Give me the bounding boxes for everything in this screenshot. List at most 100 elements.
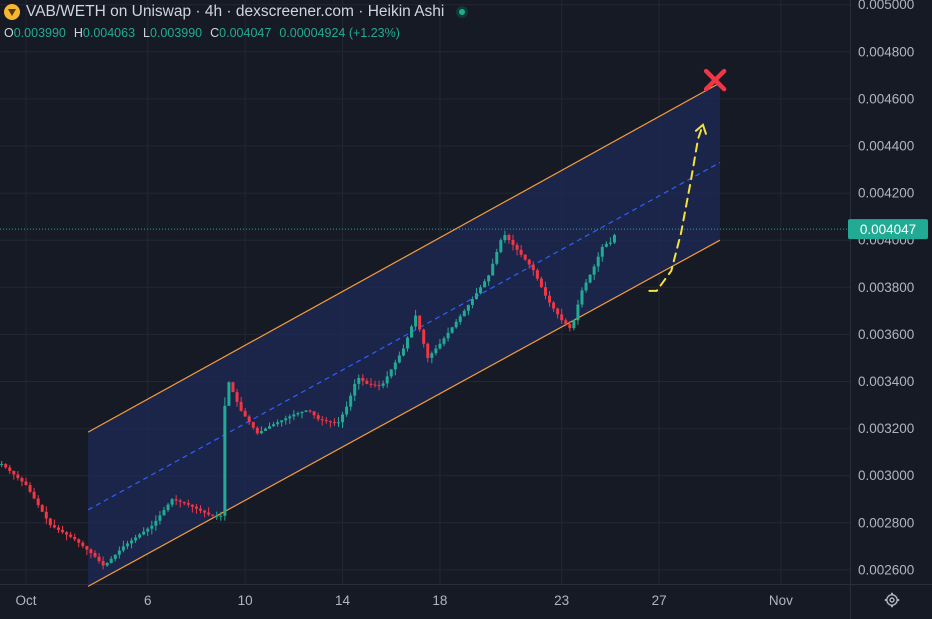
candle (259, 430, 263, 434)
candle (24, 481, 28, 486)
candle (251, 422, 255, 428)
candle (130, 540, 134, 544)
candle (97, 556, 101, 562)
candle (487, 275, 491, 282)
x-tick-label: Oct (15, 593, 36, 608)
candle (300, 411, 304, 414)
candle (523, 254, 527, 260)
candle (304, 410, 308, 412)
candle (414, 315, 418, 327)
gear-icon (884, 592, 900, 608)
y-tick-label: 0.003000 (858, 468, 914, 483)
candle (365, 380, 369, 384)
candle (495, 251, 499, 264)
candle (357, 377, 361, 384)
candle (535, 270, 539, 279)
candle (410, 326, 414, 338)
candle (491, 263, 495, 276)
symbol-title-row[interactable]: VAB/WETH on Uniswap · 4h · dexscreener.c… (4, 3, 469, 21)
candle (592, 266, 596, 275)
candle (235, 392, 239, 402)
candle (328, 421, 332, 423)
candle (499, 240, 503, 252)
candle (85, 546, 89, 550)
projection-arrowhead (694, 123, 707, 135)
y-tick-label: 0.003800 (858, 280, 914, 295)
candle (272, 424, 276, 427)
candle (442, 338, 446, 344)
candle (312, 411, 316, 416)
candle (4, 463, 8, 468)
candle (178, 500, 182, 502)
candle (65, 532, 69, 535)
last-price-label: 0.004047 (860, 222, 916, 237)
candle (564, 320, 568, 325)
open-value: 0.003990 (13, 26, 66, 40)
x-tick-label: 14 (335, 593, 351, 608)
candle (446, 332, 450, 339)
candle (572, 320, 576, 329)
candle (608, 242, 612, 244)
candle (458, 316, 462, 322)
x-tick-label: 6 (144, 593, 152, 608)
symbol-title: VAB/WETH on Uniswap · 4h · dexscreener.c… (26, 3, 445, 20)
candle (52, 525, 56, 528)
y-tick-label: 0.003400 (858, 374, 914, 389)
candle (361, 377, 365, 381)
candle (430, 353, 434, 358)
candle (426, 343, 430, 358)
candle (345, 406, 349, 415)
candle (341, 414, 345, 423)
candle (243, 410, 247, 417)
regression-channel-fill (88, 82, 720, 587)
candle (16, 474, 20, 479)
candle (450, 327, 454, 333)
candle (154, 520, 158, 526)
x-tick-label: 10 (238, 593, 253, 608)
candle (263, 428, 267, 431)
y-tick-label: 0.004800 (858, 44, 914, 59)
y-tick-label: 0.002800 (858, 515, 914, 530)
candle (539, 278, 543, 288)
candle (134, 537, 138, 541)
candle (12, 470, 16, 475)
candle (308, 410, 312, 412)
candle (247, 416, 251, 423)
y-tick-label: 0.003200 (858, 421, 914, 436)
candle (600, 246, 604, 257)
candle (150, 525, 154, 529)
candle (466, 304, 470, 311)
y-tick-label: 0.004600 (858, 91, 914, 106)
open-label: O (4, 26, 14, 40)
candle (174, 499, 178, 501)
candle (588, 274, 592, 283)
candle (93, 552, 97, 557)
candle (353, 383, 357, 396)
candle (462, 310, 466, 317)
candle (369, 383, 373, 385)
candle (73, 536, 77, 540)
candle (422, 329, 426, 344)
close-value: 0.004047 (219, 26, 272, 40)
chart-settings-button[interactable] (882, 590, 902, 610)
candle (186, 503, 190, 505)
candle (125, 543, 129, 547)
low-value: 0.003990 (150, 26, 203, 40)
candle (483, 281, 487, 288)
candle (580, 290, 584, 305)
candle (227, 382, 231, 406)
target-x-marker (703, 68, 727, 92)
candle (117, 550, 121, 555)
candle (324, 420, 328, 422)
candle (296, 413, 300, 415)
token-logo-icon (4, 4, 20, 20)
candle (397, 355, 401, 363)
market-status-icon[interactable] (456, 6, 469, 18)
candle (36, 498, 40, 506)
x-tick-label: Nov (769, 593, 793, 608)
candle (40, 505, 44, 512)
candle (203, 510, 207, 513)
x-tick-label: 23 (554, 593, 569, 608)
candle (56, 527, 60, 530)
